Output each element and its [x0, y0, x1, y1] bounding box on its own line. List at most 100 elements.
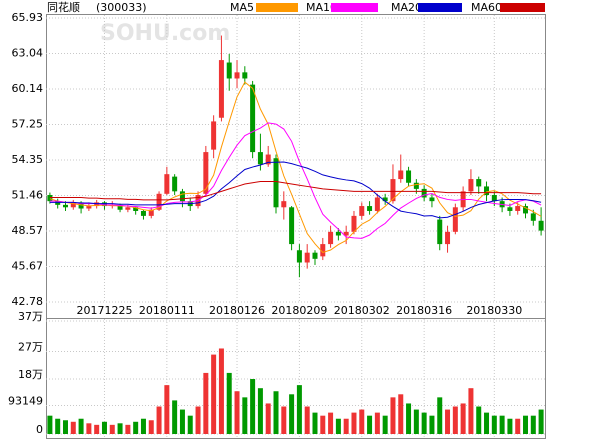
volume-tick-label: 93149	[8, 395, 43, 408]
candle-body	[211, 121, 217, 150]
y-tick-label: 65.93	[12, 11, 44, 24]
ma-line	[49, 181, 542, 201]
candle-body	[335, 231, 341, 236]
volume-bar	[499, 415, 505, 434]
volume-bar	[257, 388, 263, 434]
candle-body	[491, 195, 497, 202]
chart-title: 同花顺	[47, 1, 80, 14]
volume-bar	[445, 409, 451, 434]
volume-bar	[507, 418, 513, 434]
volume-bar	[250, 379, 256, 434]
volume-bar	[62, 420, 68, 434]
candle-body	[117, 204, 123, 210]
candle-body	[203, 152, 209, 194]
candle-body	[530, 213, 536, 221]
candle-body	[413, 182, 419, 189]
volume-bar	[421, 412, 427, 434]
candle-body	[94, 202, 100, 207]
candle-body	[133, 207, 139, 211]
volume-bar	[203, 372, 209, 434]
y-tick-label: 54.35	[12, 153, 44, 166]
candle-body	[55, 201, 61, 205]
candle-body	[101, 202, 107, 207]
candle-body	[445, 231, 451, 245]
volume-bar	[242, 397, 248, 434]
candle-body	[452, 207, 458, 232]
y-tick-label: 45.67	[12, 260, 44, 273]
candle-body	[429, 197, 435, 202]
volume-panel-frame	[46, 318, 546, 439]
watermark: SOHU.com	[100, 21, 230, 46]
volume-bar	[156, 406, 162, 434]
volume-bar	[468, 388, 474, 434]
y-tick-label: 48.57	[12, 224, 44, 237]
volume-bar	[101, 421, 107, 434]
ma-line	[49, 122, 542, 239]
volume-bar	[515, 418, 521, 434]
legend-label: MA20	[391, 1, 422, 14]
volume-tick-label: 18万	[18, 368, 43, 381]
x-tick-label: 20180302	[334, 304, 390, 317]
volume-bar	[452, 406, 458, 434]
volume-bar	[437, 397, 443, 434]
volume-bar	[530, 415, 536, 434]
volume-bar	[86, 423, 92, 434]
volume-bar	[55, 418, 61, 434]
candle-body	[367, 206, 373, 211]
candle-body	[164, 174, 170, 194]
candle-body	[374, 197, 380, 211]
y-tick-label: 51.46	[12, 189, 44, 202]
volume-bar	[343, 418, 349, 434]
volume-bar	[281, 406, 287, 434]
candle-body	[86, 206, 92, 209]
candle-body	[328, 231, 334, 245]
volume-bar	[179, 409, 185, 434]
legend-label: MA60	[471, 1, 502, 14]
volume-bar	[429, 415, 435, 434]
x-tick-label: 20180209	[271, 304, 327, 317]
candle-body	[242, 72, 248, 79]
candle-body	[351, 215, 357, 232]
price-panel-frame	[46, 14, 546, 319]
candle-body	[47, 195, 53, 202]
candle-body	[257, 152, 263, 165]
candle-body	[538, 220, 544, 231]
volume-bar	[367, 415, 373, 434]
candle-body	[156, 193, 162, 210]
volume-bar	[172, 400, 178, 434]
candle-body	[312, 252, 318, 259]
candle-body	[125, 207, 131, 210]
volume-bar	[398, 394, 404, 434]
volume-bar	[382, 415, 388, 434]
candle-body	[515, 206, 521, 211]
volume-tick-label: 27万	[18, 341, 43, 354]
candle-body	[234, 72, 240, 79]
volume-bar	[234, 391, 240, 434]
x-tick-label: 20180316	[396, 304, 452, 317]
volume-bar	[491, 415, 497, 434]
x-tick-label: 20171225	[76, 304, 132, 317]
volume-bar	[148, 420, 154, 434]
candle-body	[421, 188, 427, 198]
y-tick-label: 42.78	[12, 295, 44, 308]
volume-tick-label: 0	[36, 423, 43, 436]
ma-line	[49, 81, 542, 254]
candle-body	[468, 179, 474, 192]
volume-bar	[351, 412, 357, 434]
volume-bar	[296, 385, 302, 434]
volume-bar	[304, 406, 310, 434]
y-tick-label: 57.25	[12, 117, 44, 130]
candle-body	[62, 204, 68, 208]
volume-bar	[273, 391, 279, 434]
candle-body	[281, 201, 287, 208]
legend-swatch	[418, 3, 462, 12]
volume-bar	[320, 415, 326, 434]
legend-swatch	[331, 3, 378, 12]
volume-bar	[211, 354, 217, 434]
volume-bar	[390, 397, 396, 434]
volume-bar	[47, 415, 53, 434]
candle-body	[296, 250, 302, 263]
volume-bar	[312, 412, 318, 434]
volume-bar	[328, 412, 334, 434]
